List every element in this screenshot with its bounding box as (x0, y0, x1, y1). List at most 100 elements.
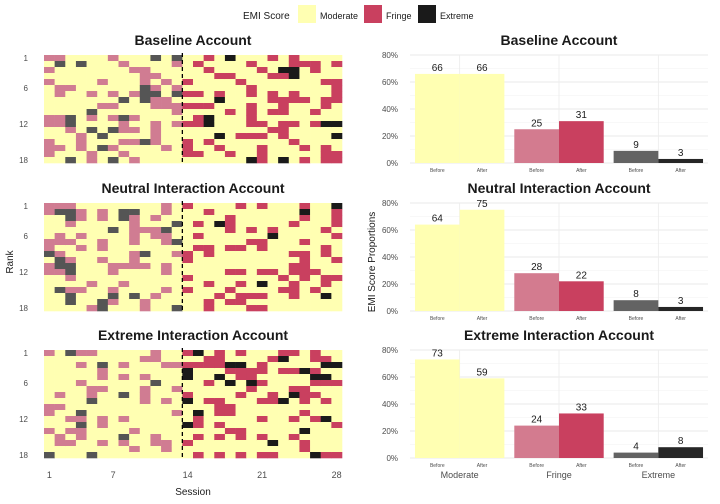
heatmap-cell-moderate (44, 85, 55, 92)
heatmap-cell-moderate (299, 67, 311, 74)
heatmap-cell-moderate (107, 203, 119, 210)
heatmap-cell-extreme (278, 356, 290, 363)
heatmap-cell-moderate (65, 305, 77, 312)
heatmap-cell-moderate (278, 233, 290, 240)
heatmap-cell-moderate (203, 73, 215, 80)
heatmap-cell-fringe (182, 121, 194, 128)
heatmap-cell-moderate (118, 380, 130, 387)
heatmap-cell-moderate (214, 368, 226, 375)
heatmap-cell-moderate (267, 85, 279, 92)
heatmap-cell-fringe (118, 127, 130, 134)
heatmap-cell-moderate (331, 293, 343, 300)
heatmap-cell-moderate (299, 374, 311, 381)
heatmap-cell-moderate (182, 157, 194, 164)
heatmap-cell-moderate (278, 281, 290, 288)
heatmap-cell-moderate (320, 73, 332, 80)
bar-fringe-before (514, 273, 559, 311)
heatmap-cell-fringe (97, 103, 109, 110)
heatmap-y-tick: 1 (24, 54, 29, 63)
heatmap-cell-fringe (256, 380, 268, 387)
bar-subcategory-label: Before (430, 463, 445, 469)
heatmap-cell-fringe (214, 145, 226, 152)
heatmap-cell-moderate (320, 85, 332, 92)
heatmap-cell-moderate (246, 67, 258, 74)
heatmap-cell-moderate (75, 251, 87, 258)
heatmap-cell-extreme (44, 452, 55, 459)
heatmap-cell-moderate (107, 73, 119, 80)
heatmap-cell-fringe (331, 380, 343, 387)
heatmap-cell-moderate (235, 215, 247, 222)
heatmap-cell-moderate (203, 127, 215, 134)
heatmap-cell-moderate (256, 356, 268, 363)
heatmap-cell-moderate (299, 281, 311, 288)
heatmap-cell-moderate (310, 215, 322, 222)
heatmap-cell-moderate (44, 446, 55, 453)
heatmap-cell-moderate (97, 251, 109, 258)
heatmap-cell-moderate (118, 73, 130, 80)
heatmap-cell-moderate (107, 356, 119, 363)
heatmap-cell-fringe (203, 251, 215, 258)
heatmap-cell-fringe (299, 97, 311, 104)
heatmap-cell-moderate (246, 251, 258, 258)
heatmap-cell-fringe (54, 91, 66, 98)
heatmap-cell-moderate (310, 115, 322, 122)
heatmap-cell-moderate (278, 362, 290, 369)
heatmap-cell-moderate (331, 73, 343, 80)
heatmap-cell-moderate (118, 103, 130, 110)
heatmap-cell-moderate (224, 103, 236, 110)
heatmap-cell-moderate (171, 245, 183, 252)
heatmap-cell-moderate (278, 115, 290, 122)
heatmap-cell-fringe (320, 151, 332, 158)
heatmap-cell-moderate (320, 434, 332, 441)
heatmap-cell-moderate (267, 221, 279, 228)
heatmap-cell-moderate (224, 275, 236, 282)
heatmap-cell-moderate (235, 67, 247, 74)
heatmap-cell-fringe (299, 269, 311, 276)
heatmap-cell-moderate (267, 79, 279, 86)
heatmap-cell-moderate (75, 91, 87, 98)
heatmap-cell-moderate (246, 446, 258, 453)
heatmap-cell-moderate (118, 410, 130, 417)
heatmap-cell-moderate (107, 434, 119, 441)
heatmap-cell-fringe (288, 269, 300, 276)
heatmap-cell-moderate (161, 434, 173, 441)
heatmap-cell-moderate (129, 121, 141, 128)
heatmap-cell-moderate (65, 368, 77, 375)
heatmap-cell-moderate (299, 350, 311, 357)
heatmap-cell-moderate (129, 305, 141, 312)
heatmap-cell-fringe (182, 251, 194, 258)
heatmap-cell-fringe (150, 227, 162, 234)
heatmap-cell-extreme (65, 157, 77, 164)
heatmap-cell-moderate (310, 233, 322, 240)
heatmap-cell-moderate (54, 275, 66, 282)
heatmap-cell-moderate (299, 380, 311, 387)
heatmap-cell-moderate (44, 398, 55, 405)
heatmap-cell-fringe (97, 239, 109, 246)
heatmap-cell-moderate (214, 305, 226, 312)
heatmap-cell-moderate (256, 410, 268, 417)
heatmap-cell-moderate (203, 404, 215, 411)
heatmap-cell-moderate (288, 151, 300, 158)
heatmap-cell-moderate (320, 287, 332, 294)
bar-y-tick: 80% (382, 51, 398, 60)
heatmap-cell-moderate (44, 422, 55, 429)
heatmap-cell-moderate (267, 281, 279, 288)
heatmap-cell-moderate (150, 374, 162, 381)
heatmap-cell-moderate (278, 55, 290, 62)
heatmap-cell-moderate (246, 452, 258, 459)
heatmap-cell-moderate (150, 398, 162, 405)
heatmap-cell-moderate (256, 115, 268, 122)
heatmap-cell-fringe (182, 203, 194, 210)
heatmap-cell-moderate (299, 115, 311, 122)
heatmap-cell-moderate (246, 404, 258, 411)
heatmap-cell-moderate (171, 440, 183, 447)
heatmap-cell-moderate (203, 269, 215, 276)
heatmap-cell-fringe (235, 281, 247, 288)
heatmap-cell-moderate (224, 356, 236, 363)
heatmap-y-tick: 6 (24, 84, 29, 93)
heatmap-cell-fringe (203, 362, 215, 369)
heatmap-cell-moderate (182, 85, 194, 92)
heatmap-cell-moderate (118, 305, 130, 312)
heatmap-cell-moderate (75, 221, 87, 228)
heatmap-cell-moderate (129, 398, 141, 405)
